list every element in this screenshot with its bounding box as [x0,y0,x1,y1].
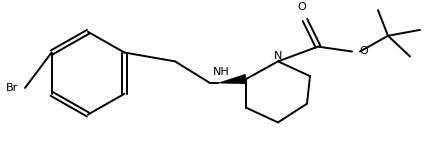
Text: N: N [274,51,282,61]
Polygon shape [218,74,247,84]
Text: O: O [298,2,306,12]
Text: NH: NH [213,67,230,77]
Text: O: O [359,46,368,56]
Text: Br: Br [6,83,18,93]
